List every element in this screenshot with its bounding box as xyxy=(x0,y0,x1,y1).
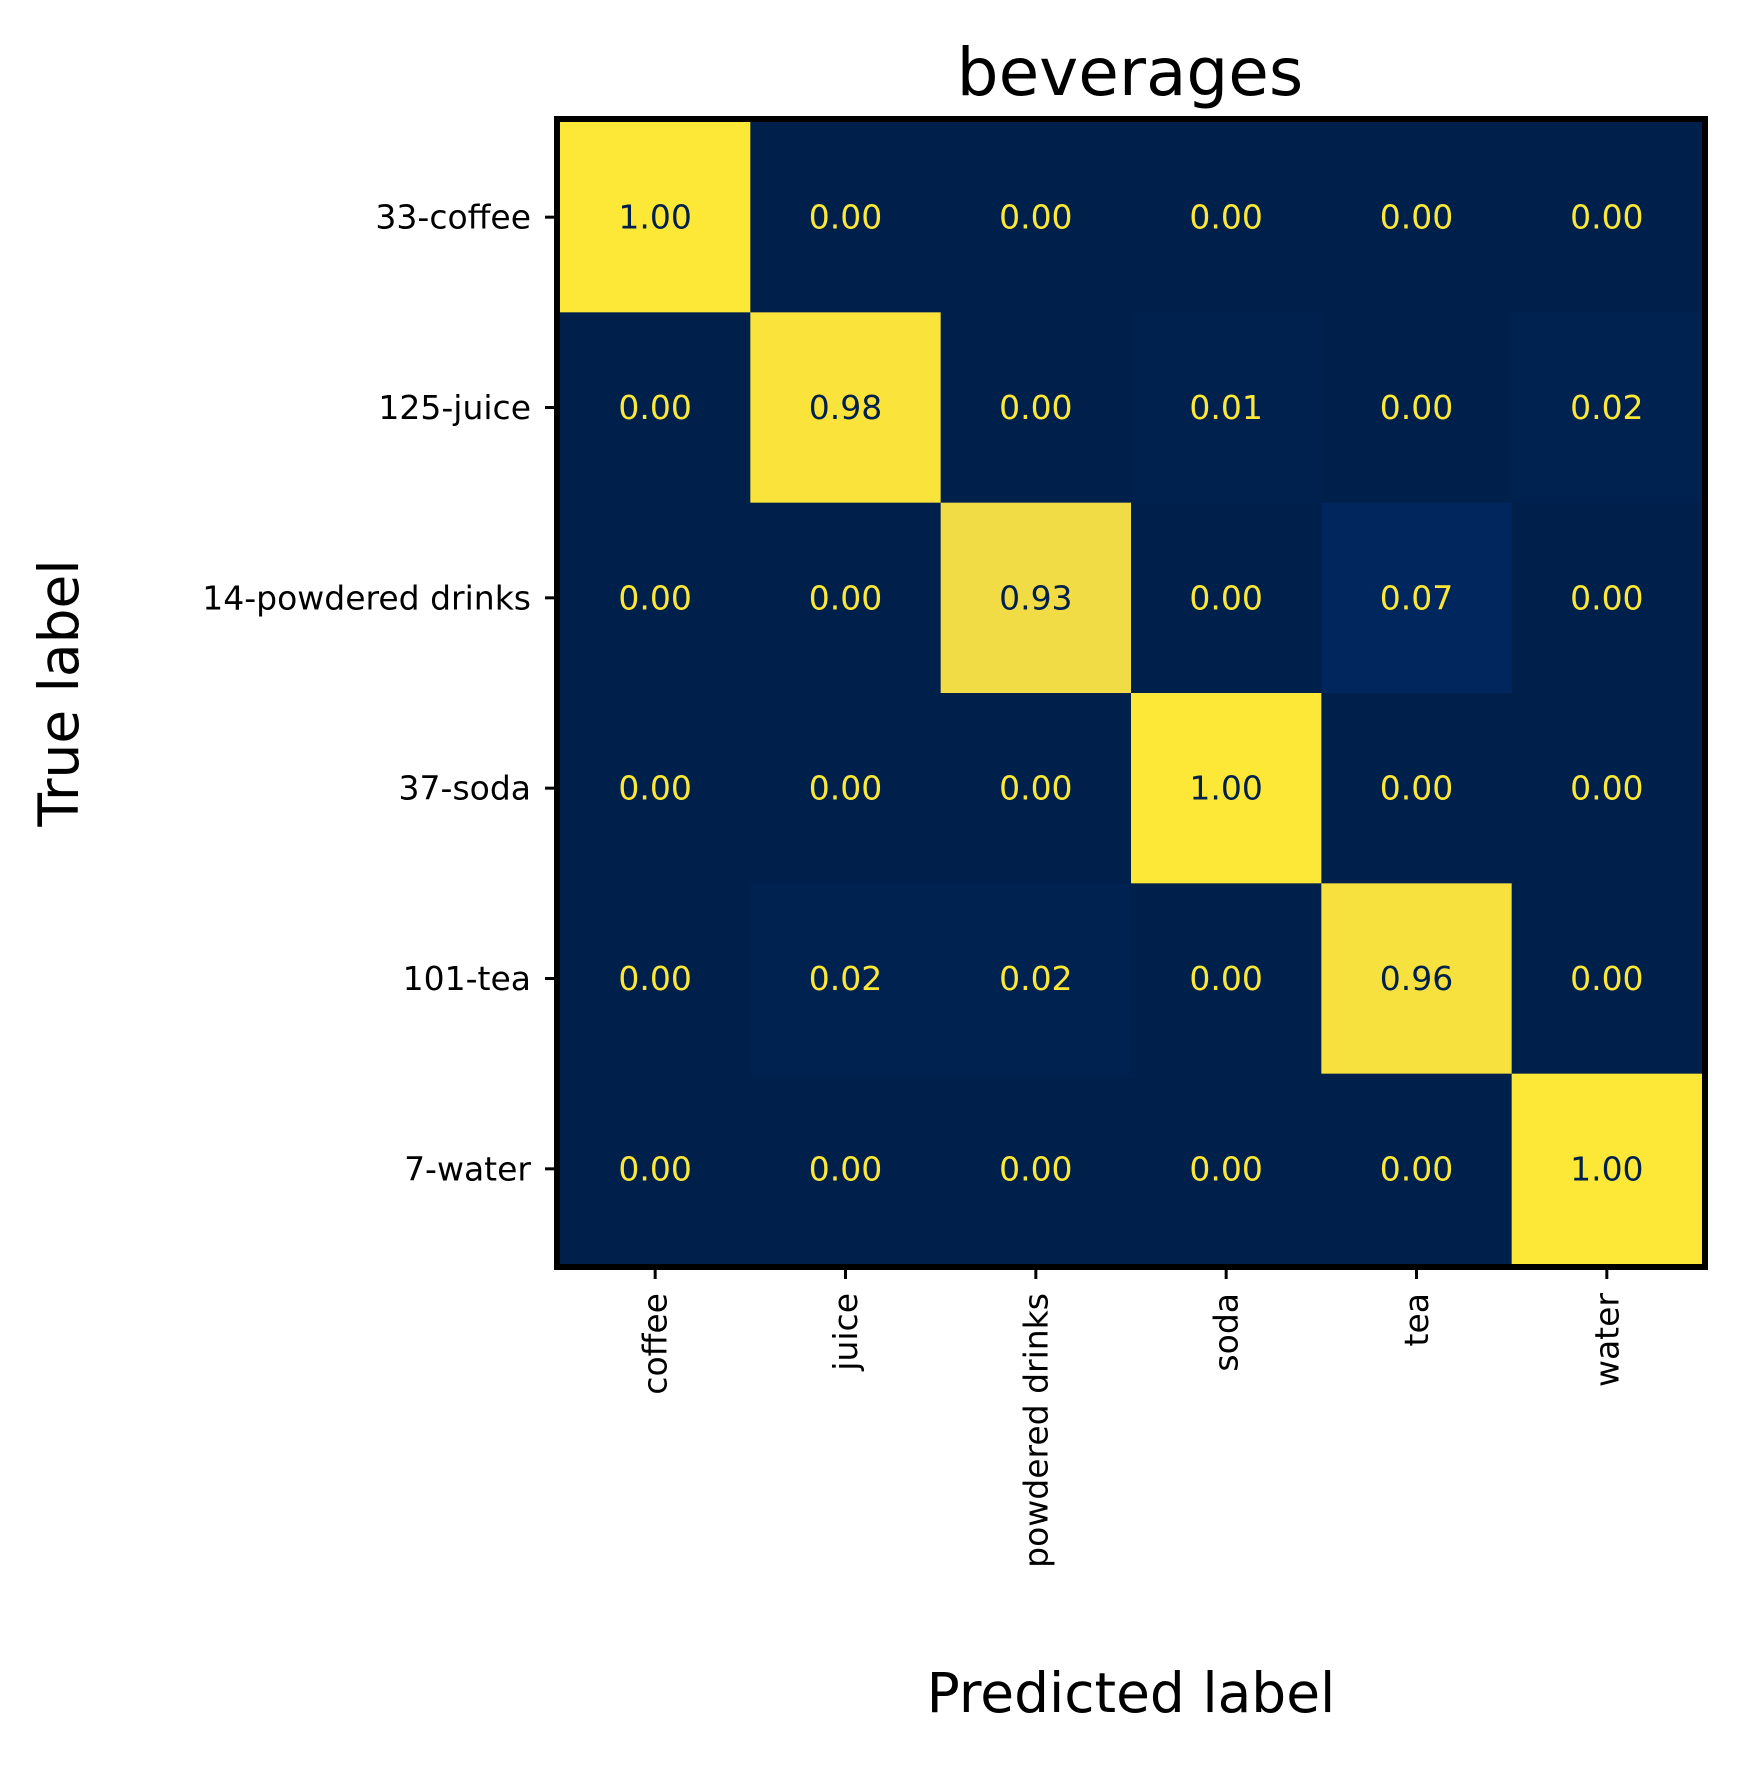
heatmap-cell xyxy=(1321,502,1513,694)
cell-value-label: 0.02 xyxy=(1570,388,1643,427)
heatmap-cell xyxy=(940,122,1132,313)
heatmap-cell xyxy=(1511,693,1703,884)
cell-value-label: 0.07 xyxy=(1380,578,1453,617)
cell-value-label: 0.00 xyxy=(999,769,1072,808)
cell-value-label: 0.00 xyxy=(1570,198,1643,237)
heatmap-cell xyxy=(940,312,1132,504)
y-axis-title: True label xyxy=(27,559,91,827)
y-tick-label: 14-powdered drinks xyxy=(202,578,531,617)
y-axis-ticks: 33-coffee 125-juice 14-powdered drinks 37-s… xyxy=(202,198,557,1188)
x-axis-title: Predicted label xyxy=(927,1661,1336,1725)
cell-value-label: 0.00 xyxy=(809,198,882,237)
heatmap-cell xyxy=(1321,1073,1513,1265)
heatmap-cell xyxy=(750,883,942,1075)
cell-value-label: 1.00 xyxy=(618,198,691,237)
heatmap-cell xyxy=(1511,502,1703,694)
cell-value-label: 0.00 xyxy=(1189,578,1262,617)
heatmap-cell xyxy=(1131,693,1322,884)
cell-value-label: 0.00 xyxy=(1380,769,1453,808)
x-tick-label: powdered drinks xyxy=(1016,1293,1055,1568)
cell-value-label: 0.00 xyxy=(618,769,691,808)
cell-value-label: 0.00 xyxy=(1570,578,1643,617)
cell-value-label: 0.00 xyxy=(618,388,691,427)
x-axis-ticks: coffee juice powdered drinks soda tea water xyxy=(636,1267,1626,1568)
cell-value-label: 0.02 xyxy=(809,959,882,998)
x-tick-label: water xyxy=(1587,1293,1626,1387)
cell-value-label: 0.96 xyxy=(1380,959,1453,998)
cell-value-label: 0.00 xyxy=(809,769,882,808)
heatmap-cell-values: 1.00 0.00 0.00 0.00 0.00 0.00 0.00 0.98 0.00 0.01… xyxy=(618,198,1643,1189)
heatmap-cell xyxy=(1511,312,1703,504)
heatmap-cell xyxy=(1321,883,1513,1075)
cell-value-label: 0.00 xyxy=(809,578,882,617)
heatmap-cell xyxy=(1511,122,1703,313)
cell-value-label: 0.02 xyxy=(999,959,1072,998)
cell-value-label: 0.98 xyxy=(809,388,882,427)
x-tick-label: juice xyxy=(826,1293,865,1372)
heatmap-cells xyxy=(560,122,1703,1265)
cell-value-label: 0.01 xyxy=(1189,388,1262,427)
x-tick-label: soda xyxy=(1207,1293,1246,1372)
heatmap-cell xyxy=(560,122,751,313)
y-tick-label: 37-soda xyxy=(399,769,531,808)
chart-title: beverages xyxy=(957,34,1304,111)
heatmap-cell xyxy=(560,693,751,884)
heatmap-cell xyxy=(1131,122,1322,313)
heatmap-cell xyxy=(1131,883,1322,1075)
cell-value-label: 0.93 xyxy=(999,578,1072,617)
heatmap-cell xyxy=(750,693,942,884)
heatmap-cell xyxy=(1131,502,1322,694)
cell-value-label: 0.00 xyxy=(1189,959,1262,998)
cell-value-label: 0.00 xyxy=(618,959,691,998)
heatmap-cell xyxy=(560,1073,751,1265)
cell-value-label: 1.00 xyxy=(1570,1149,1643,1188)
cell-value-label: 0.00 xyxy=(999,198,1072,237)
cell-value-label: 0.00 xyxy=(1189,1149,1262,1188)
cell-value-label: 0.00 xyxy=(618,578,691,617)
cell-value-label: 1.00 xyxy=(1189,769,1262,808)
heatmap-cell xyxy=(1321,312,1513,504)
heatmap-cell xyxy=(940,1073,1132,1265)
cell-value-label: 0.00 xyxy=(809,1149,882,1188)
heatmap-cell xyxy=(940,693,1132,884)
heatmap-cell xyxy=(940,502,1132,694)
heatmap-cell xyxy=(750,502,942,694)
heatmap-cell xyxy=(1321,122,1513,313)
heatmap-cell xyxy=(1321,693,1513,884)
cell-value-label: 0.00 xyxy=(999,388,1072,427)
cell-value-label: 0.00 xyxy=(618,1149,691,1188)
heatmap-cell xyxy=(940,883,1132,1075)
plot-frame xyxy=(554,116,1708,1270)
y-tick-label: 125-juice xyxy=(378,388,531,427)
heatmap-cell xyxy=(560,883,751,1075)
heatmap-cell xyxy=(750,1073,942,1265)
heatmap-cell xyxy=(560,502,751,694)
cell-value-label: 0.00 xyxy=(999,1149,1072,1188)
cell-value-label: 0.00 xyxy=(1189,198,1262,237)
cell-value-label: 0.00 xyxy=(1380,388,1453,427)
x-tick-label: tea xyxy=(1397,1293,1436,1346)
cell-value-label: 0.00 xyxy=(1570,959,1643,998)
cell-value-label: 0.00 xyxy=(1380,1149,1453,1188)
y-tick-label: 7-water xyxy=(404,1149,531,1188)
heatmap-cell xyxy=(1511,1073,1703,1265)
heatmap-cell xyxy=(1131,1073,1322,1265)
heatmap-cell xyxy=(1131,312,1322,504)
y-tick-label: 101-tea xyxy=(403,959,531,998)
cell-value-label: 0.00 xyxy=(1570,769,1643,808)
x-tick-label: coffee xyxy=(636,1293,675,1395)
heatmap-cell xyxy=(560,312,751,504)
heatmap-cell xyxy=(750,312,942,504)
cell-value-label: 0.00 xyxy=(1380,198,1453,237)
heatmap-cell xyxy=(1511,883,1703,1075)
y-tick-label: 33-coffee xyxy=(375,198,531,237)
heatmap-cell xyxy=(750,122,942,313)
